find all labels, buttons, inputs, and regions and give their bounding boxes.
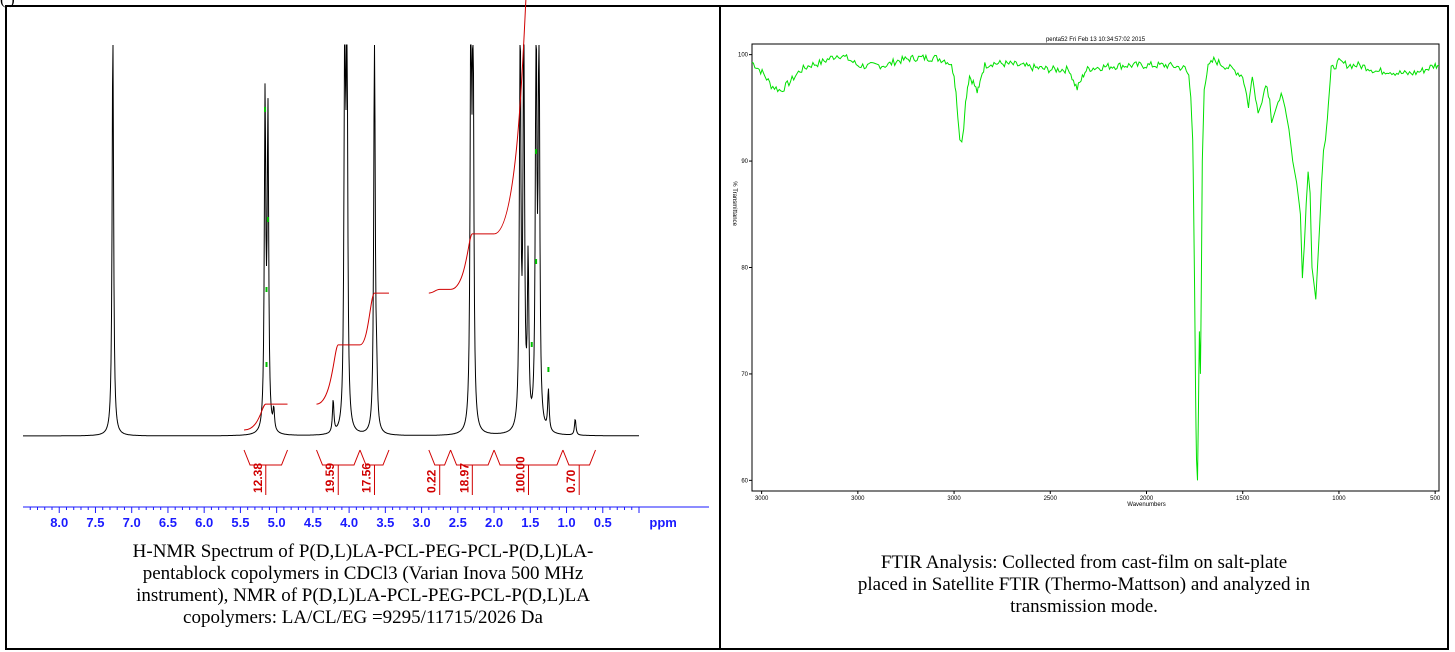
nmr-integral-curve <box>359 292 389 346</box>
ftir-caption-line: FTIR Analysis: Collected from cast-film … <box>880 552 1288 573</box>
nmr-peak-marker <box>547 367 550 372</box>
nmr-integral-label: 17.56 <box>359 463 373 493</box>
ftir-y-label: % Transmittance <box>731 181 737 226</box>
nmr-x-tick-label: 1.5 <box>521 515 539 530</box>
nmr-peak-marker <box>530 342 533 347</box>
nmr-integral-curve <box>450 233 495 290</box>
ftir-y-tick-label: 90 <box>741 159 748 165</box>
nmr-integral-label: 0.70 <box>564 469 578 493</box>
nmr-integral-label: 0.22 <box>425 469 439 493</box>
nmr-integral-curve <box>493 0 527 235</box>
nmr-integral-curve <box>316 344 360 405</box>
cell-divider <box>719 5 721 650</box>
ftir-x-tick-label: 3000 <box>947 496 961 502</box>
nmr-caption-line: instrument), NMR of P(D,L)LA-PCL-PEG-PCL… <box>136 585 590 606</box>
nmr-peak-marker <box>266 217 269 222</box>
nmr-caption: H-NMR Spectrum of P(D,L)LA-PCL-PEG-PCL-P… <box>7 541 719 629</box>
ftir-spectrum-line <box>751 53 1440 481</box>
ftir-y-tick-label: 80 <box>741 266 748 272</box>
ftir-x-tick-label: 500 <box>1430 496 1441 502</box>
nmr-x-tick-label: 4.5 <box>304 515 322 530</box>
nmr-integral-curve <box>243 403 288 431</box>
nmr-x-tick-label: 2.0 <box>485 515 503 530</box>
nmr-x-tick-label: 5.0 <box>268 515 286 530</box>
nmr-peak-marker <box>265 287 268 292</box>
nmr-integral-curve <box>428 288 451 294</box>
ftir-spectrum-chart: penta52 Fri Feb 13 10:34:57:02 2015 100 90… <box>731 37 1441 508</box>
nmr-x-tick-label: 5.5 <box>231 515 249 530</box>
ftir-caption-line: transmission mode. <box>1010 596 1158 617</box>
nmr-integral-label: 18.97 <box>457 463 471 493</box>
ftir-y-tick-label: 60 <box>741 478 748 484</box>
nmr-spectrum-line <box>23 44 639 437</box>
nmr-x-tick-label: 7.5 <box>86 515 104 530</box>
ftir-x-tick-label: 1500 <box>1236 496 1250 502</box>
nmr-integral-bracket <box>562 449 596 466</box>
nmr-caption-line: H-NMR Spectrum of P(D,L)LA-PCL-PEG-PCL-P… <box>132 541 594 562</box>
ftir-caption: FTIR Analysis: Collected from cast-film … <box>721 552 1447 618</box>
nmr-x-tick-label: 2.5 <box>449 515 467 530</box>
nmr-x-tick-label: 7.0 <box>123 515 141 530</box>
nmr-peak-marker <box>265 362 268 367</box>
top-cut-text: ( ) <box>0 0 15 9</box>
nmr-x-tick-label: 3.0 <box>413 515 431 530</box>
table-frame <box>5 5 1449 650</box>
ftir-x-tick-label: 2000 <box>1140 496 1154 502</box>
nmr-panel: 12.38 19.59 17.56 0.22 18.97 100.00 0.70 8.0 7.5… <box>7 0 719 648</box>
nmr-x-tick-label: 0.5 <box>594 515 612 530</box>
nmr-integral-bracket <box>243 449 288 466</box>
ftir-y-tick-label: 100 <box>738 53 749 59</box>
ftir-x-tick-label: 3000 <box>755 496 769 502</box>
nmr-integral-bracket <box>428 449 452 466</box>
ftir-x-tick-label: 1000 <box>1332 496 1346 502</box>
ftir-x-tick-label: 2500 <box>1044 496 1058 502</box>
ftir-panel: penta52 Fri Feb 13 10:34:57:02 2015 100 90… <box>721 7 1447 648</box>
nmr-integral-bracket <box>316 449 361 466</box>
nmr-integral-label: 19.59 <box>323 463 337 493</box>
nmr-x-tick-label: 6.5 <box>159 515 177 530</box>
nmr-peak-marker <box>535 149 538 154</box>
ftir-y-tick-label: 70 <box>741 372 748 378</box>
ftir-x-label: Wavenumbers <box>1127 502 1165 508</box>
nmr-x-unit-label: ppm <box>649 515 676 530</box>
nmr-caption-line: copolymers: LA/CL/EG =9295/11715/2026 Da <box>183 607 543 628</box>
ftir-plot-frame <box>751 43 1440 492</box>
nmr-x-tick-label: 4.0 <box>340 515 358 530</box>
nmr-integral-bracket <box>450 449 495 466</box>
nmr-peak-marker <box>535 259 538 264</box>
nmr-x-tick-label: 1.0 <box>557 515 575 530</box>
nmr-spectrum-chart: 12.38 19.59 17.56 0.22 18.97 100.00 0.70 8.0 7.5… <box>23 0 709 530</box>
nmr-x-tick-label: 8.0 <box>50 515 68 530</box>
ftir-x-tick-label: 3000 <box>851 496 865 502</box>
nmr-x-tick-label: 3.5 <box>376 515 394 530</box>
nmr-peak-marker <box>264 107 267 112</box>
ftir-title: penta52 Fri Feb 13 10:34:57:02 2015 <box>1046 37 1146 43</box>
nmr-x-tick-label: 6.0 <box>195 515 213 530</box>
nmr-integral-bracket <box>359 449 390 466</box>
nmr-caption-line: pentablock copolymers in CDCl3 (Varian I… <box>142 563 584 584</box>
nmr-integral-bracket <box>493 449 564 466</box>
nmr-integral-label: 100.00 <box>513 456 527 493</box>
nmr-integral-label: 12.38 <box>251 463 265 493</box>
ftir-caption-line: placed in Satellite FTIR (Thermo-Mattson… <box>857 574 1311 595</box>
